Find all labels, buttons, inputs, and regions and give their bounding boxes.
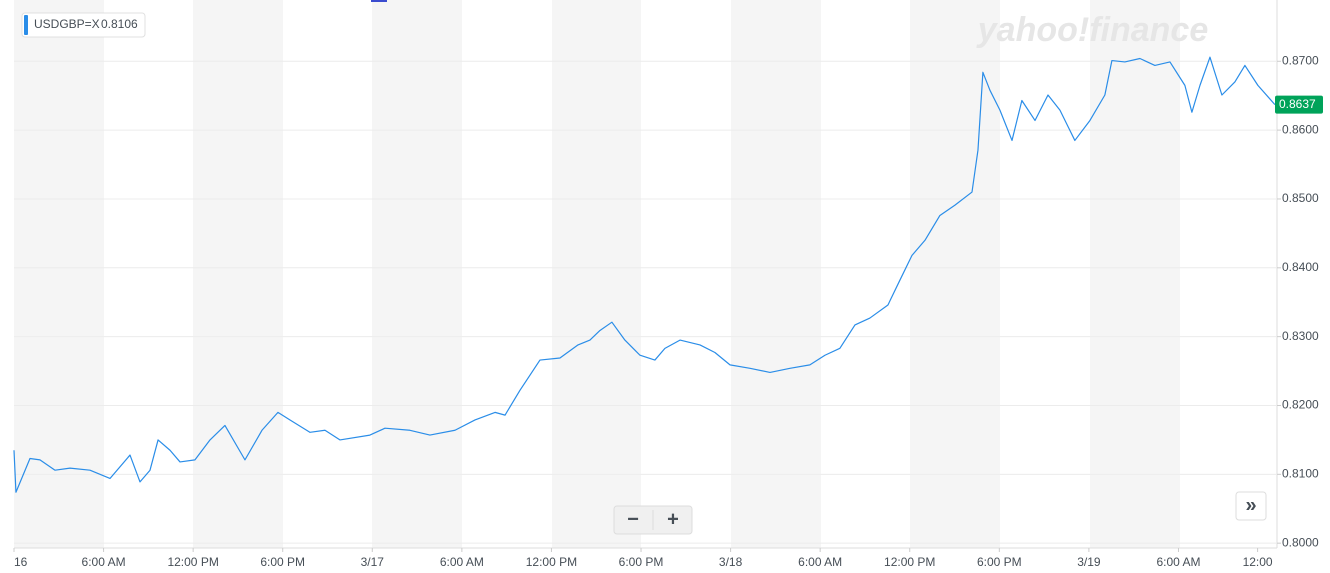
x-tick-label: 3/19 bbox=[1077, 555, 1101, 569]
x-tick-label: 6:00 AM bbox=[1156, 555, 1200, 569]
legend: USDGBP=X 0.8106 bbox=[21, 12, 146, 38]
legend-box bbox=[21, 12, 146, 38]
y-tick-label: 0.8600 bbox=[1282, 122, 1319, 136]
y-tick-label: 0.8200 bbox=[1282, 398, 1319, 412]
x-tick-label: 6:00 PM bbox=[977, 555, 1022, 569]
x-tick-label: 6:00 AM bbox=[440, 555, 484, 569]
zoom-controls: − + » bbox=[613, 491, 1267, 535]
legend-value: 0.8106 bbox=[101, 17, 138, 31]
current-price-tag bbox=[1275, 95, 1323, 114]
current-price-label: 0.8637 bbox=[1279, 97, 1316, 111]
x-tick-label: 16 bbox=[14, 555, 28, 569]
x-tick-label: 12:00 bbox=[1243, 555, 1273, 569]
watermark: yahoo!finance bbox=[976, 11, 1208, 49]
expand-button[interactable]: » bbox=[1245, 494, 1256, 516]
legend-swatch bbox=[24, 15, 28, 35]
zoom-in-button[interactable]: + bbox=[667, 508, 679, 530]
price-line bbox=[13, 56, 1276, 493]
x-tick-label: 6:00 PM bbox=[260, 555, 305, 569]
x-tick-label: 12:00 PM bbox=[526, 555, 577, 569]
x-tick-label: 6:00 PM bbox=[619, 555, 664, 569]
range-marker bbox=[371, 0, 387, 2]
y-tick-label: 0.8700 bbox=[1282, 53, 1319, 67]
session-bands bbox=[14, 0, 1180, 548]
y-tick-label: 0.8300 bbox=[1282, 329, 1319, 343]
y-tick-label: 0.8100 bbox=[1282, 467, 1319, 481]
y-tick-label: 0.8500 bbox=[1282, 191, 1319, 205]
x-tick-label: 6:00 AM bbox=[798, 555, 842, 569]
zoom-out-button[interactable]: − bbox=[627, 508, 639, 530]
x-tick-label: 12:00 PM bbox=[884, 555, 935, 569]
x-tick-label: 3/17 bbox=[361, 555, 385, 569]
x-tick-label: 6:00 AM bbox=[82, 555, 126, 569]
y-tick-label: 0.8400 bbox=[1282, 260, 1319, 274]
legend-label: USDGBP=X bbox=[34, 17, 100, 31]
expand-box bbox=[1235, 491, 1267, 521]
y-tick-label: 0.8000 bbox=[1282, 535, 1319, 549]
x-tick-label: 3/18 bbox=[719, 555, 743, 569]
x-tick-label: 12:00 PM bbox=[167, 555, 218, 569]
